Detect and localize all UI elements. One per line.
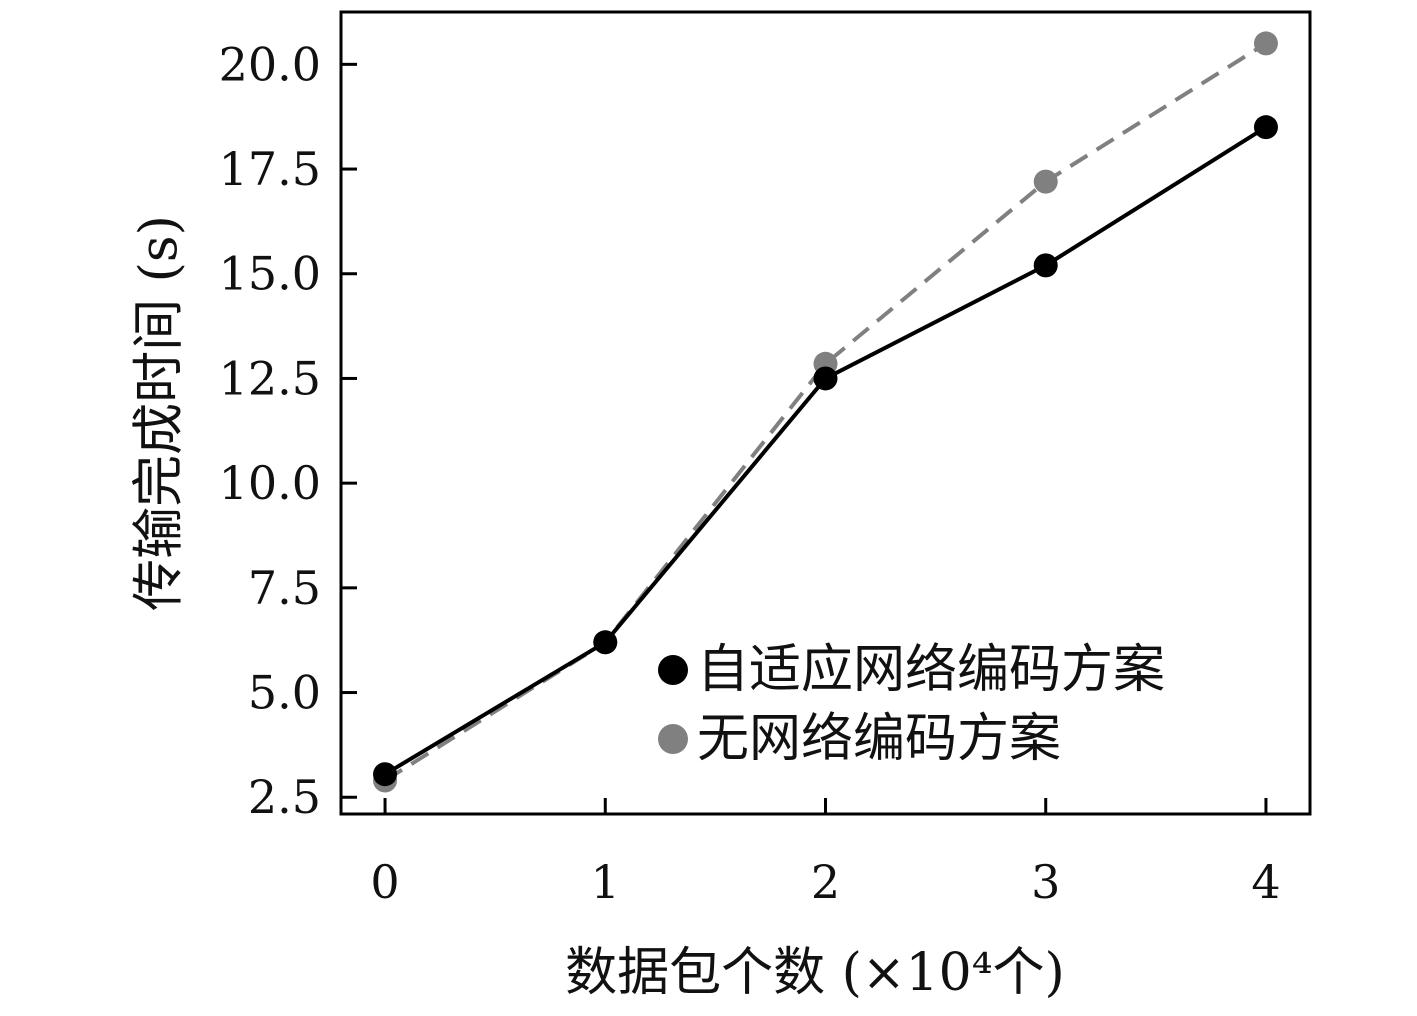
x-tick-label-3: 3 <box>1031 855 1060 909</box>
x-tick-label-1: 1 <box>591 855 620 909</box>
y-tick-label-4: 12.5 <box>219 351 321 405</box>
y-tick-label-0: 2.5 <box>248 770 321 824</box>
x-tick-label-2: 2 <box>811 855 840 909</box>
legend-marker-1 <box>658 724 688 754</box>
x-tick-label-4: 4 <box>1251 855 1280 909</box>
y-tick-label-5: 15.0 <box>219 247 321 301</box>
y-tick-label-2: 7.5 <box>248 561 321 615</box>
y-tick-label-3: 10.0 <box>219 456 321 510</box>
legend-marker-0 <box>658 655 688 685</box>
series-1-point-3 <box>1033 169 1058 194</box>
legend-label-0: 自适应网络编码方案 <box>697 640 1165 700</box>
y-tick-label-7: 20.0 <box>219 37 321 91</box>
series-0-point-0 <box>373 762 398 787</box>
y-axis-label: 传输完成时间 (s) <box>130 215 190 611</box>
axis-ticks: 0 1 2 3 4 2.5 5.0 7.5 10.0 12.5 15.0 17.5 20.0 <box>219 37 1281 909</box>
legend-label-1: 无网络编码方案 <box>697 709 1061 769</box>
series-0-point-1 <box>593 630 618 655</box>
plot-area <box>373 31 1278 793</box>
series-1-point-4 <box>1253 31 1278 56</box>
x-tick-label-0: 0 <box>370 855 399 909</box>
y-tick-label-1: 5.0 <box>248 666 321 720</box>
series-0-point-3 <box>1033 253 1058 278</box>
series-0-point-2 <box>813 366 838 391</box>
x-axis-label: 数据包个数 (×10⁴个) <box>565 943 1065 1003</box>
y-tick-label-6: 17.5 <box>219 142 321 196</box>
series-0-point-4 <box>1253 115 1278 140</box>
